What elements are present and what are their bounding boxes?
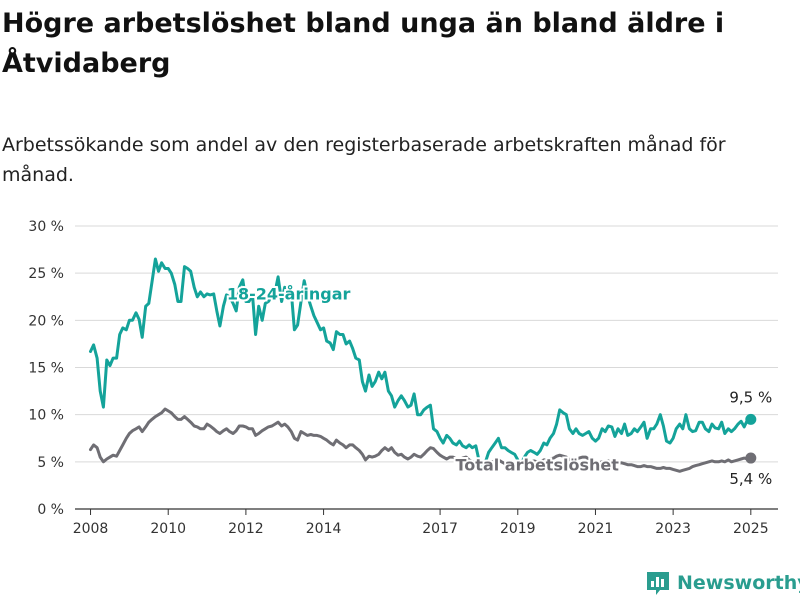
x-tick-label: 2023	[655, 521, 691, 537]
x-tick-label: 2017	[422, 521, 458, 537]
y-tick-label: 15 %	[28, 361, 64, 377]
x-tick-label: 2012	[228, 521, 264, 537]
total-series-label: Total arbetslöshet	[456, 455, 620, 474]
bar-chart-icon	[647, 572, 669, 595]
chart-title: Högre arbetslöshet bland unga än bland ä…	[2, 8, 725, 79]
y-tick-label: 30 %	[28, 219, 64, 235]
y-tick-label: 10 %	[28, 408, 64, 424]
total-series-line	[89, 407, 753, 473]
youth-series-line	[89, 257, 753, 469]
newsworthy-logo[interactable]: Newsworthy	[645, 566, 800, 600]
series-labels: 18-24-åringar Total arbetslöshet 9,5 % 5,4 …	[225, 283, 772, 488]
x-tick-label: 2008	[73, 521, 109, 537]
youth-end-point	[745, 413, 757, 425]
chart-subtitle: Arbetssökande som andel av den registerb…	[2, 134, 726, 186]
y-tick-label: 20 %	[28, 313, 64, 329]
y-tick-label: 25 %	[28, 266, 64, 282]
youth-end-value-label: 9,5 %	[729, 388, 772, 406]
x-tick-label: 2025	[733, 521, 769, 537]
x-tick-label: 2021	[578, 521, 614, 537]
line-chart: 0 %5 %10 %15 %20 %25 %30 % 2008 2010 2012 2…	[28, 219, 778, 537]
y-tick-label: 0 %	[37, 502, 64, 518]
x-axis: 2008 2010 2012 2014 2017 2019 2021 2023 2025	[73, 508, 778, 537]
y-tick-label: 5 %	[37, 455, 64, 471]
total-end-value-label: 5,4 %	[729, 470, 772, 488]
total-end-point	[745, 452, 757, 464]
grid-lines	[75, 225, 778, 463]
brand-name: Newsworthy	[677, 572, 800, 594]
series-lines	[89, 257, 757, 473]
x-tick-label: 2010	[150, 521, 186, 537]
x-tick-label: 2019	[500, 521, 536, 537]
youth-series-label: 18-24-åringar	[227, 285, 351, 304]
y-axis-tick-labels: 0 % 5 % 10 % 15 % 20 % 25 % 30 %	[28, 219, 64, 518]
x-tick-label: 2014	[306, 521, 342, 537]
